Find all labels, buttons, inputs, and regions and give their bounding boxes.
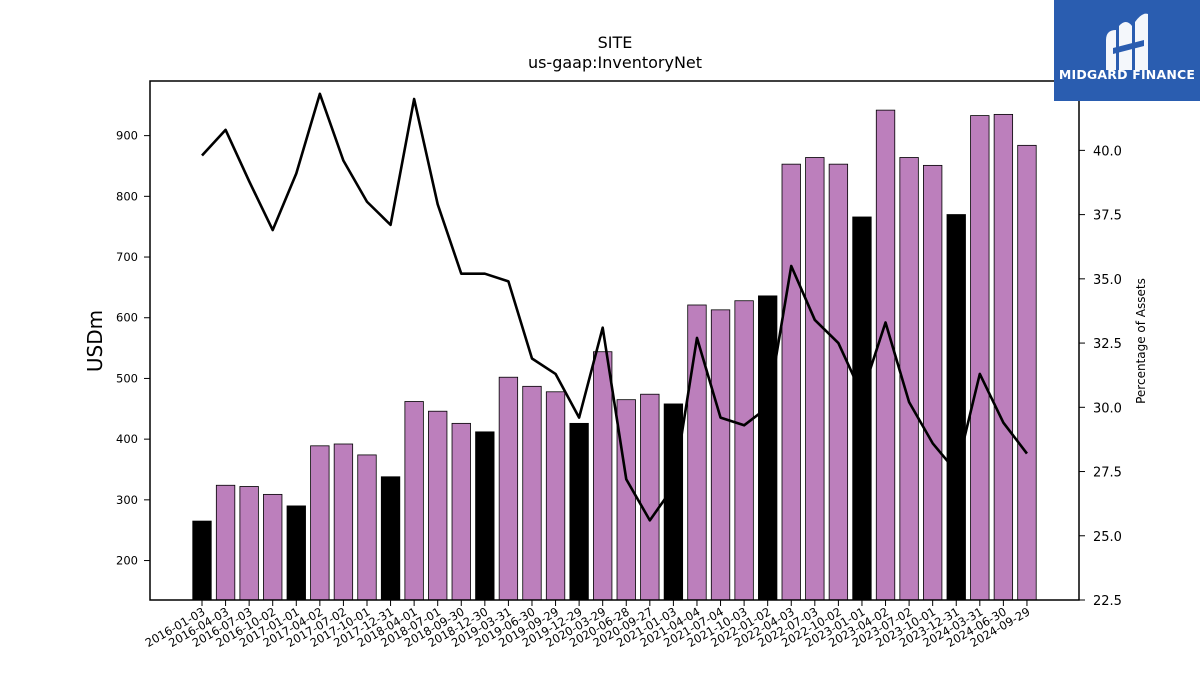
bar-2018-09-30 xyxy=(451,422,471,601)
bar-2023-01-01 xyxy=(852,216,872,601)
y-tick-label-300: 300 xyxy=(116,493,138,507)
bar-2017-12-31 xyxy=(380,476,401,601)
bar-2023-10-01 xyxy=(923,164,943,601)
y2-tick-label-27.5: 27.5 xyxy=(1093,466,1122,481)
bar-2016-07-03 xyxy=(239,486,259,601)
bar-2024-03-31 xyxy=(970,115,990,601)
bar-2022-04-03 xyxy=(781,163,801,601)
percentage-line xyxy=(201,92,1028,522)
y2-axis-label: Percentage of Assets xyxy=(1134,278,1148,404)
y-tick-label-400: 400 xyxy=(116,432,138,446)
y-tick-label-600: 600 xyxy=(116,311,138,325)
y-tick-label-500: 500 xyxy=(116,371,138,385)
brand-name: MIDGARD FINANCE xyxy=(1058,67,1196,82)
bar-2018-07-01 xyxy=(428,410,448,601)
bar-2017-01-01 xyxy=(286,505,306,601)
bar-2017-10-01 xyxy=(357,454,377,601)
bar-2017-07-02 xyxy=(333,443,354,601)
bar-2024-09-29 xyxy=(1017,144,1037,601)
y2-tick-label-22.5: 22.5 xyxy=(1093,594,1122,609)
bar-2018-12-30 xyxy=(475,431,495,601)
bar-2021-07-04 xyxy=(710,309,731,601)
bar-2024-06-30 xyxy=(993,113,1014,601)
bar-2016-10-02 xyxy=(263,493,283,601)
y2-tick-label-32.5: 32.5 xyxy=(1093,337,1122,352)
chart-subtitle: us-gaap:InventoryNet xyxy=(527,53,703,72)
bar-2022-01-02 xyxy=(758,295,778,601)
bar-2017-04-02 xyxy=(310,445,330,601)
y2-tick-label-35.0: 35.0 xyxy=(1093,273,1122,288)
bar-2019-03-31 xyxy=(498,376,519,601)
bar-2016-04-03 xyxy=(215,484,236,601)
bar-2019-06-30 xyxy=(522,385,542,601)
chart-title: SITE xyxy=(597,33,633,52)
y2-tick-label-40.0: 40.0 xyxy=(1093,144,1122,159)
y2-tick-label-37.5: 37.5 xyxy=(1093,209,1122,224)
y-tick-label-200: 200 xyxy=(116,554,138,568)
y-tick-label-800: 800 xyxy=(116,189,138,203)
bar-2021-10-03 xyxy=(734,300,754,601)
bar-2022-07-03 xyxy=(805,157,825,601)
bar-2020-09-27 xyxy=(640,393,660,601)
y-tick-label-900: 900 xyxy=(116,129,138,143)
bar-2018-04-01 xyxy=(404,401,424,601)
bar-2023-04-02 xyxy=(875,109,896,601)
bar-2016-01-03 xyxy=(192,520,212,601)
bar-2021-01-03 xyxy=(663,403,684,601)
y2-tick-label-30.0: 30.0 xyxy=(1093,401,1122,416)
y-tick-label-700: 700 xyxy=(116,250,138,264)
brand-logo: MIDGARD FINANCE xyxy=(1054,0,1200,101)
bar-2023-12-31 xyxy=(946,214,966,601)
y2-tick-label-25.0: 25.0 xyxy=(1093,530,1122,545)
bar-2019-12-29 xyxy=(569,422,589,601)
y-axis-label: USDm xyxy=(83,310,107,372)
bar-2021-04-04 xyxy=(687,304,707,601)
plot-frame xyxy=(149,80,1080,601)
bar-2020-03-29 xyxy=(593,351,613,601)
brand-mark-icon xyxy=(1106,13,1148,70)
bar-2019-09-29 xyxy=(545,391,566,601)
bar-2022-10-02 xyxy=(828,163,849,601)
